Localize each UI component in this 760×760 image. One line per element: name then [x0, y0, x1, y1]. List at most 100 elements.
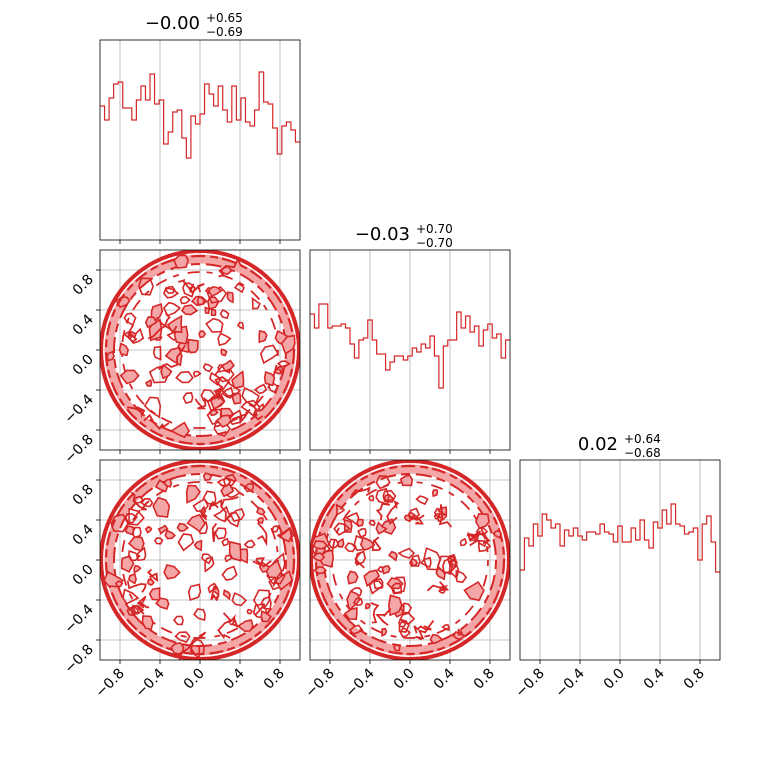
contour-blob [128, 507, 145, 526]
title-median-0: −0.00 [145, 13, 200, 34]
contour-blob [196, 295, 205, 306]
contour-blob [127, 536, 145, 552]
contour-blob [140, 497, 154, 508]
contour-line [213, 390, 223, 401]
contour-blob [143, 396, 162, 419]
contour-blob [476, 532, 489, 548]
contour-line [126, 324, 138, 343]
title-minus-2: −0.68 [624, 446, 661, 460]
contour-blob [236, 619, 254, 633]
contour-blob [457, 628, 463, 636]
contour-blob [176, 522, 190, 532]
contour-blob [231, 592, 248, 607]
contour-blob [185, 484, 201, 504]
contour-ring [113, 473, 287, 647]
contour-blob [127, 550, 141, 562]
contour-blob [336, 537, 345, 548]
contour-line [136, 595, 150, 609]
contour-blob [399, 474, 414, 487]
contour-blob [346, 590, 362, 612]
contour-blob [429, 633, 444, 645]
contour-line [199, 505, 208, 521]
contour-line [228, 614, 239, 628]
contour-blob [415, 495, 429, 506]
contour-blob [163, 563, 181, 580]
contour-blob [198, 330, 207, 339]
contour-line [350, 486, 371, 497]
contour-blob [258, 330, 268, 344]
contour-blob [170, 421, 191, 439]
contour-ring [121, 271, 279, 429]
contour-blob [381, 627, 388, 637]
contour-blob [200, 388, 217, 402]
contour-blob [273, 368, 282, 375]
contour-blob [141, 615, 154, 631]
contour-blob [222, 589, 231, 601]
contour-panel-0-1: −0.8−0.40.00.40.8 [61, 249, 301, 467]
contour-blob [118, 342, 129, 357]
contour-blob [441, 624, 450, 632]
contour-line [410, 514, 425, 525]
contour-blob [130, 604, 145, 615]
contour-blob [311, 552, 326, 562]
contour-blob [177, 533, 195, 552]
contour-blob [419, 556, 432, 569]
contour-blob [206, 394, 226, 412]
contour-blob [164, 285, 176, 294]
contour-blob [222, 473, 237, 487]
contour-blob [436, 555, 454, 576]
contour-blob [271, 524, 280, 533]
contour-blob [122, 588, 140, 605]
contour-blob [219, 308, 230, 320]
contour-blob [233, 282, 245, 294]
contour-line [252, 557, 272, 568]
contour-blob [346, 570, 359, 585]
contour-blob [280, 334, 296, 355]
contour-blob [152, 345, 162, 361]
contour-line [146, 568, 159, 582]
histogram-line-2 [520, 503, 720, 573]
contour-blob [192, 370, 202, 378]
contour-blob [170, 642, 185, 656]
contour-line [126, 580, 147, 593]
contour-blob [399, 612, 416, 625]
contour-blob [119, 369, 140, 385]
contour-blob [313, 566, 328, 575]
contour-blob [492, 530, 502, 539]
title-plus-0: +0.65 [206, 11, 243, 25]
contour-set [100, 460, 300, 660]
contour-line [194, 396, 209, 410]
contour-blob [399, 626, 411, 638]
contour-blob [397, 547, 416, 559]
contour-blob [348, 624, 364, 635]
contour-blob [278, 526, 293, 543]
contour-blob [228, 540, 242, 562]
contour-line [375, 501, 391, 521]
contour-blob [463, 581, 485, 602]
contour-line [212, 375, 231, 393]
histogram-panel-1 [309, 249, 511, 454]
contour-blob [382, 489, 397, 503]
contour-blob [343, 607, 358, 621]
contour-set [310, 460, 510, 660]
contour-blob [189, 644, 201, 660]
contour-line [375, 607, 392, 626]
contour-blob [208, 371, 222, 387]
title-median-1: −0.03 [355, 224, 410, 245]
contour-line [210, 591, 220, 602]
contour-line [211, 523, 218, 543]
contour-blob [204, 306, 210, 315]
contour-blob [132, 526, 142, 539]
contour-blob [115, 296, 131, 309]
contour-blob [226, 291, 234, 304]
contour-blob [210, 308, 217, 317]
contour-line [208, 498, 223, 511]
contour-line [386, 500, 400, 525]
contour-blob [259, 344, 280, 365]
contour-blob [268, 380, 279, 395]
contour-blob [236, 321, 244, 330]
title-param-0: −0.00 +0.65 −0.69 [145, 11, 243, 39]
contour-blob [448, 558, 459, 568]
contour-blob [221, 537, 230, 547]
contour-blob [260, 609, 272, 623]
